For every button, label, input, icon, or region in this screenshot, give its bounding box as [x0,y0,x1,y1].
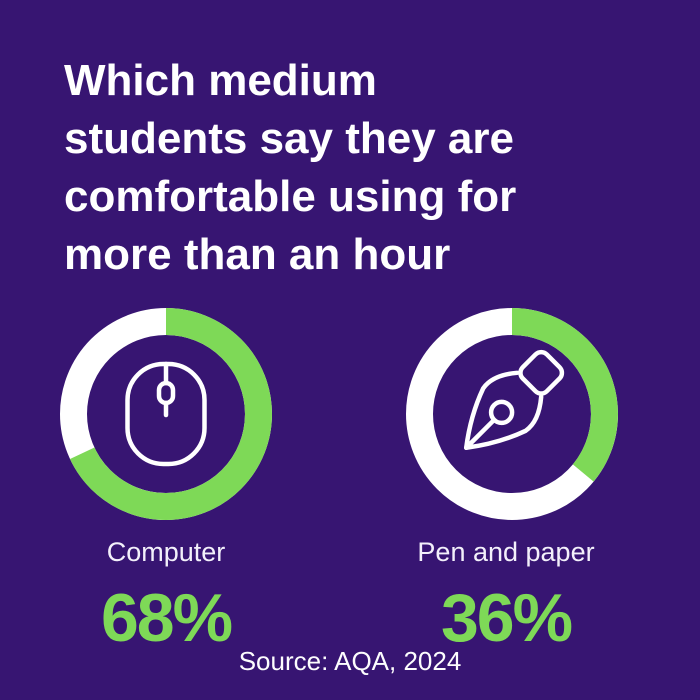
title-line-2: students say they are [64,114,514,163]
donut-ring-pen-and-paper [406,308,618,520]
chart-value-computer: 68% [100,580,233,656]
pen-nib-icon [463,349,565,451]
title-line-3: comfortable using for [64,172,517,221]
title-line-4: more than an hour [64,230,451,279]
mouse-icon [125,361,207,467]
donut-chart-computer [60,308,272,520]
source-attribution: Source: AQA, 2024 [238,646,462,676]
donut-ring-computer [60,308,272,520]
donut-chart-pen-and-paper [406,308,618,520]
title-line-1: Which medium [64,56,377,105]
page-title: Which medium students say they are comfo… [64,52,644,284]
chart-value-pen-and-paper: 36% [440,580,573,656]
chart-label-computer: Computer [106,537,226,567]
chart-label-pen-and-paper: Pen and paper [417,537,595,567]
